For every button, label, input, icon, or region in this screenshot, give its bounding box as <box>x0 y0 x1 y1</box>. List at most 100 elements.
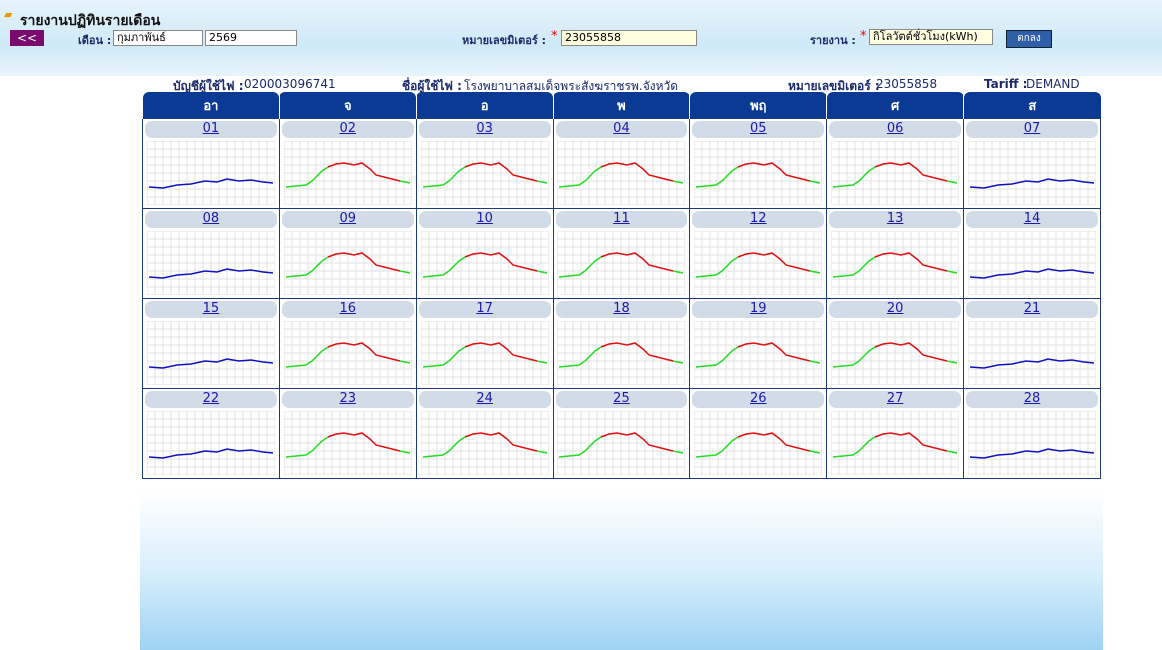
load-sparkline <box>283 321 412 385</box>
day-label-bar: 15 <box>145 301 277 318</box>
back-button[interactable]: << <box>10 30 44 46</box>
day-cell: 27 <box>826 388 965 479</box>
day-link[interactable]: 14 <box>1023 211 1041 226</box>
day-link[interactable]: 28 <box>1023 391 1041 406</box>
day-label-bar: 02 <box>281 121 414 138</box>
year-select[interactable]: 2569 <box>205 30 297 46</box>
day-link[interactable]: 05 <box>750 121 767 136</box>
day-label-bar: 27 <box>829 391 962 408</box>
day-label-bar: 12 <box>692 211 825 228</box>
day-label-bar: 09 <box>281 211 414 228</box>
day-label-bar: 07 <box>966 121 1098 138</box>
day-label-bar: 26 <box>692 391 825 408</box>
day-cell: 04 <box>552 118 691 209</box>
load-sparkline <box>831 231 960 295</box>
day-link[interactable]: 13 <box>886 211 904 226</box>
report-select[interactable]: กิโลวัตต์ชั่วโมง(kWh) <box>869 29 993 45</box>
meter-select[interactable]: 23055858 <box>561 30 697 46</box>
day-link[interactable]: 25 <box>613 391 630 406</box>
week-row: 15 16 17 18 19 20 21 <box>142 298 1101 389</box>
day-label-bar: 24 <box>418 391 551 408</box>
day-link[interactable]: 26 <box>750 391 767 406</box>
weekday-header: อา <box>142 92 280 119</box>
load-sparkline <box>968 231 1097 295</box>
day-link[interactable]: 09 <box>339 211 357 226</box>
day-cell: 06 <box>826 118 965 209</box>
day-label-bar: 03 <box>418 121 551 138</box>
load-sparkline <box>968 141 1097 205</box>
day-link[interactable]: 24 <box>476 391 493 406</box>
load-sparkline <box>283 231 412 295</box>
required-mark: * <box>551 29 558 44</box>
day-link[interactable]: 20 <box>886 301 904 316</box>
day-link[interactable]: 04 <box>613 121 630 136</box>
day-link[interactable]: 11 <box>613 211 630 226</box>
day-cell: 18 <box>552 298 691 389</box>
day-link[interactable]: 23 <box>339 391 357 406</box>
weekday-header: ศ <box>826 92 964 119</box>
account-label: บัญชีผู้ใช้ไฟ : <box>173 79 244 93</box>
weekday-header: พฤ <box>689 92 827 119</box>
day-cell: 15 <box>142 298 280 389</box>
day-cell: 01 <box>142 118 280 209</box>
day-label-bar: 20 <box>829 301 962 318</box>
name: โรงพยาบาลสมเด็จพระสังฆราชรพ.จังหวัด <box>464 79 679 93</box>
ok-button[interactable]: ตกลง <box>1006 30 1052 48</box>
load-sparkline <box>146 141 275 205</box>
day-label-bar: 11 <box>555 211 688 228</box>
day-link[interactable]: 18 <box>613 301 630 316</box>
day-label-bar: 18 <box>555 301 688 318</box>
calendar: อาจอพพฤศส 01 02 03 04 05 06 07 08 09 10 11 12 13 14 15 1… <box>142 92 1101 479</box>
load-sparkline <box>557 411 686 475</box>
day-cell: 07 <box>963 118 1101 209</box>
day-link[interactable]: 15 <box>202 301 220 316</box>
load-sparkline <box>420 141 549 205</box>
day-cell: 24 <box>415 388 554 479</box>
meter-label: หมายเลขมิเตอร์ : <box>462 34 547 47</box>
load-sparkline <box>968 321 1097 385</box>
week-row: 08 09 10 11 12 13 14 <box>142 208 1101 299</box>
required-mark: * <box>860 29 867 44</box>
load-sparkline <box>420 411 549 475</box>
load-sparkline <box>968 411 1097 475</box>
day-link[interactable]: 21 <box>1023 301 1041 316</box>
day-link[interactable]: 03 <box>476 121 493 136</box>
load-sparkline <box>420 321 549 385</box>
day-link[interactable]: 02 <box>339 121 357 136</box>
load-sparkline <box>283 141 412 205</box>
tariff: DEMAND <box>1026 77 1080 91</box>
day-cell: 05 <box>689 118 828 209</box>
day-link[interactable]: 06 <box>886 121 904 136</box>
day-cell: 09 <box>278 208 417 299</box>
day-link[interactable]: 16 <box>339 301 357 316</box>
day-link[interactable]: 10 <box>476 211 493 226</box>
day-link[interactable]: 17 <box>476 301 493 316</box>
day-link[interactable]: 12 <box>750 211 767 226</box>
load-sparkline <box>694 411 823 475</box>
day-label-bar: 19 <box>692 301 825 318</box>
day-cell: 11 <box>552 208 691 299</box>
day-cell: 28 <box>963 388 1101 479</box>
report-label: รายงาน : <box>810 34 856 47</box>
day-cell: 16 <box>278 298 417 389</box>
account: 020003096741 <box>244 77 336 91</box>
meter-info: 23055858 <box>876 77 938 91</box>
month-label: เดือน : <box>78 34 112 47</box>
month-select[interactable]: กุมภาพันธ์ <box>113 30 203 46</box>
day-label-bar: 08 <box>145 211 277 228</box>
day-link[interactable]: 27 <box>886 391 904 406</box>
day-label-bar: 17 <box>418 301 551 318</box>
day-cell: 19 <box>689 298 828 389</box>
day-link[interactable]: 08 <box>202 211 220 226</box>
day-label-bar: 13 <box>829 211 962 228</box>
day-link[interactable]: 19 <box>750 301 767 316</box>
day-link[interactable]: 01 <box>202 121 220 136</box>
day-link[interactable]: 07 <box>1023 121 1041 136</box>
day-label-bar: 14 <box>966 211 1098 228</box>
day-link[interactable]: 22 <box>202 391 220 406</box>
load-sparkline <box>557 141 686 205</box>
weekday-header: ส <box>963 92 1101 119</box>
day-label-bar: 10 <box>418 211 551 228</box>
load-sparkline <box>831 411 960 475</box>
load-sparkline <box>146 321 275 385</box>
